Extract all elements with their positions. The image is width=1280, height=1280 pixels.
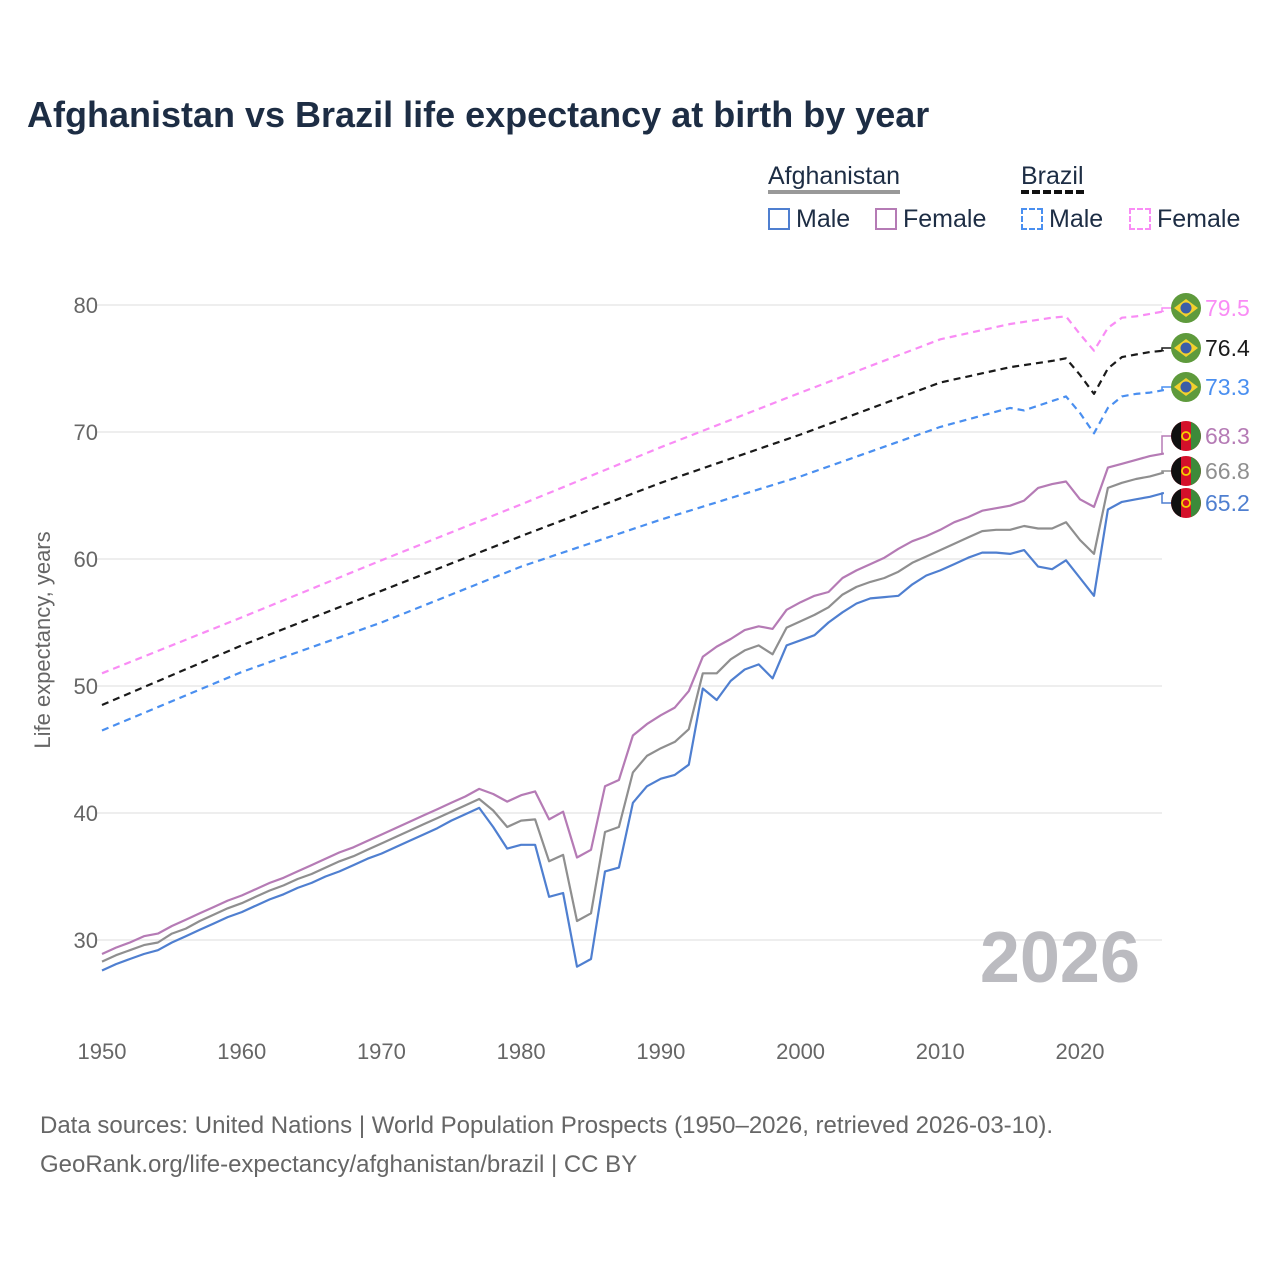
source-line: Data sources: United Nations | World Pop… [40,1112,1054,1139]
legend-label: Female [903,205,987,233]
y-tick-label: 60 [74,547,98,572]
legend-afghanistan-male[interactable]: Male [768,205,850,234]
series-line-afghanistan-male [101,491,1165,972]
x-tick-label: 1970 [357,1039,406,1064]
series-line-afghanistan-both [101,471,1165,963]
series-line-afghanistan-female [101,452,1164,956]
end-value-label: 76.4 [1205,335,1250,361]
label-connector [1161,347,1172,352]
x-tick-label: 1960 [217,1039,266,1064]
x-tick-label: 2000 [776,1039,825,1064]
afghanistan-flag-icon [1171,488,1201,518]
series-line-brazil-male [101,389,1164,732]
x-tick-label: 2020 [1056,1039,1105,1064]
legend-swatch [768,208,790,230]
legend-swatch [875,208,897,230]
brazil-flag-icon [1171,372,1201,402]
series-line-brazil-both [101,349,1164,707]
y-tick-label: 50 [74,674,98,699]
legend-brazil-female[interactable]: Female [1129,205,1240,234]
y-tick-label: 40 [74,801,98,826]
x-tick-label: 2010 [916,1039,965,1064]
year-watermark: 2026 [980,918,1140,998]
label-connector [1161,470,1172,474]
y-tick-label: 30 [74,928,98,953]
legend-group-title: Afghanistan [768,162,901,194]
x-tick-label: 1950 [78,1039,127,1064]
legend-label: Male [1049,205,1104,233]
end-value-label: 79.5 [1205,295,1250,321]
legend-afghanistan-female[interactable]: Female [875,205,986,234]
legend-label: Female [1157,205,1241,233]
source-link[interactable]: GeoRank.org/life-expectancy/afghanistan/… [40,1151,638,1178]
x-tick-label: 1990 [636,1039,685,1064]
legend-group-brazil: Brazil [1021,162,1084,194]
legend-brazil-male[interactable]: Male [1021,205,1103,234]
label-connector [1161,435,1172,455]
label-connector [1161,386,1172,391]
y-tick-label: 80 [74,293,98,318]
end-value-label: 68.3 [1205,423,1250,449]
end-value-label: 65.2 [1205,490,1250,516]
y-axis-label: Life expectancy, years [30,531,55,748]
end-value-label: 66.8 [1205,458,1250,484]
label-connector [1161,307,1172,313]
x-tick-label: 1980 [497,1039,546,1064]
brazil-flag-icon [1171,333,1201,363]
brazil-flag-icon [1171,293,1201,323]
y-tick-label: 70 [74,420,98,445]
afghanistan-flag-icon [1171,421,1201,451]
legend-swatch [1129,208,1151,230]
legend-group-afghanistan: Afghanistan [768,162,901,194]
end-value-label: 73.3 [1205,374,1250,400]
legend-swatch [1021,208,1043,230]
series-line-brazil-female [101,310,1164,675]
source-note: Data sources: United Nations | World Pop… [40,1106,1053,1184]
label-connector [1161,492,1172,504]
legend-label: Male [796,205,851,233]
chart-title: Afghanistan vs Brazil life expectancy at… [27,94,930,135]
legend-group-title: Brazil [1021,162,1084,194]
afghanistan-flag-icon [1171,456,1201,486]
